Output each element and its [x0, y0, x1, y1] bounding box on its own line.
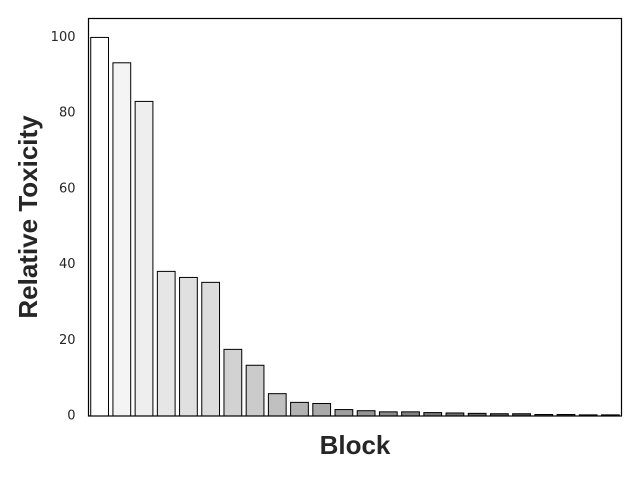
bar [112, 62, 132, 417]
bar [201, 281, 221, 417]
bar [223, 348, 243, 417]
bar [156, 270, 176, 417]
plot-frame [87, 17, 623, 417]
bar [356, 410, 376, 417]
y-tick-label: 100 [51, 30, 76, 45]
y-tick-label: 60 [59, 181, 76, 196]
bar [245, 364, 265, 417]
bar [90, 36, 109, 417]
bar [267, 393, 287, 417]
y-tick-label: 20 [59, 333, 76, 348]
bar [312, 403, 332, 417]
bar [401, 411, 420, 417]
bar [334, 409, 354, 417]
bar [179, 276, 198, 417]
y-tick-label: 80 [59, 106, 76, 121]
x-axis-label: Block [320, 430, 391, 460]
y-axis-label: Relative Toxicity [13, 115, 43, 319]
bar [378, 411, 398, 417]
bar [290, 401, 309, 417]
y-tick-label: 0 [67, 409, 75, 424]
bar [134, 100, 154, 417]
y-tick-label: 40 [59, 257, 76, 272]
